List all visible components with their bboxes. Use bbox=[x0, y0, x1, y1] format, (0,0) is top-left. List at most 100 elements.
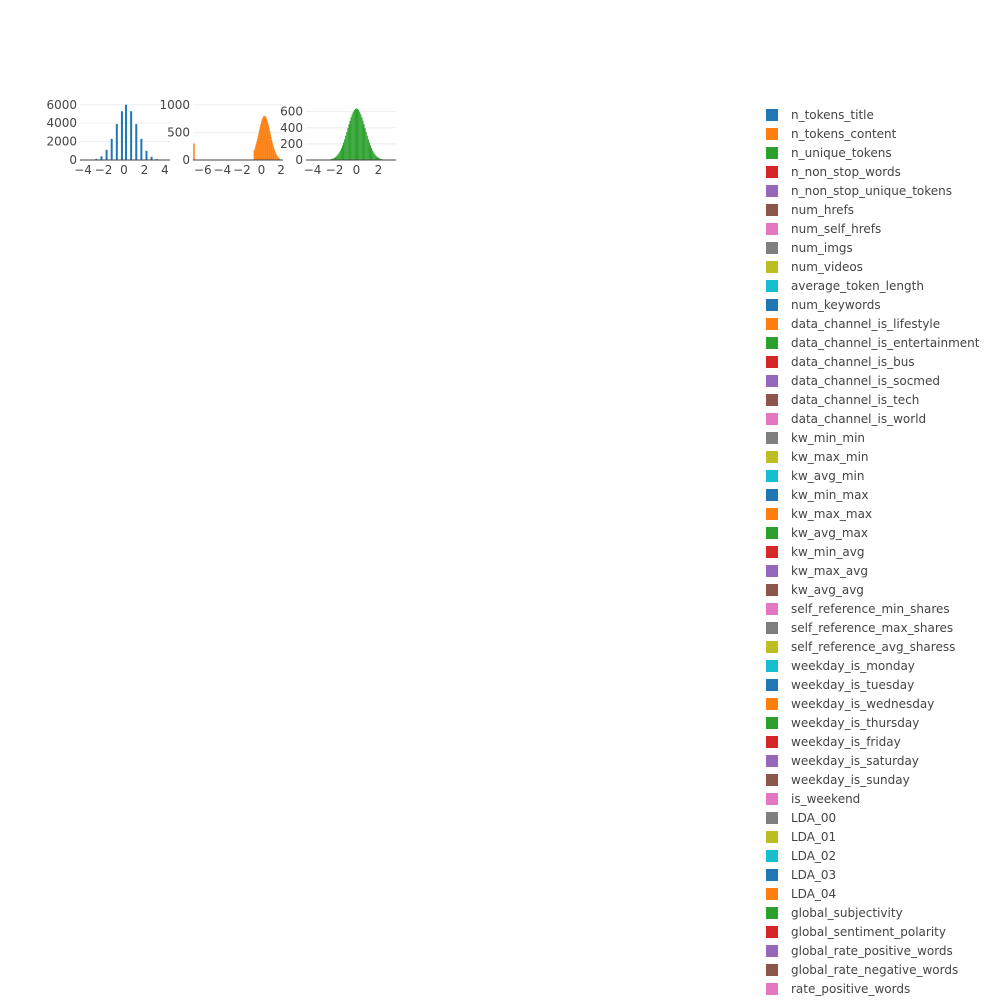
legend-item[interactable]: kw_min_avg bbox=[766, 545, 864, 559]
histogram-bar bbox=[340, 151, 341, 160]
x-tick-label: −4 bbox=[213, 163, 231, 177]
legend-label: weekday_is_saturday bbox=[791, 754, 919, 768]
histogram-bar bbox=[111, 139, 113, 160]
legend-label: kw_avg_min bbox=[791, 469, 864, 483]
histogram-bar bbox=[100, 156, 102, 160]
legend-label: weekday_is_tuesday bbox=[791, 678, 914, 692]
legend-item[interactable]: LDA_02 bbox=[766, 849, 836, 863]
legend-item[interactable]: data_channel_is_lifestyle bbox=[766, 317, 940, 331]
legend-label: n_non_stop_unique_tokens bbox=[791, 184, 952, 198]
legend-item[interactable]: weekday_is_sunday bbox=[766, 773, 910, 787]
legend-swatch bbox=[766, 983, 778, 995]
histogram-bar bbox=[145, 151, 147, 160]
legend-label: weekday_is_monday bbox=[791, 659, 915, 673]
legend-label: n_non_stop_words bbox=[791, 165, 901, 179]
legend-item[interactable]: global_subjectivity bbox=[766, 906, 903, 920]
legend-swatch bbox=[766, 451, 778, 463]
histogram-bar bbox=[360, 114, 361, 160]
legend-swatch bbox=[766, 584, 778, 596]
legend-item[interactable]: data_channel_is_world bbox=[766, 412, 926, 426]
legend-item[interactable]: weekday_is_friday bbox=[766, 735, 901, 749]
legend-label: num_self_hrefs bbox=[791, 222, 881, 236]
legend-item[interactable]: kw_max_min bbox=[766, 450, 869, 464]
legend-label: kw_max_max bbox=[791, 507, 872, 521]
legend-swatch bbox=[766, 337, 778, 349]
legend-label: self_reference_max_shares bbox=[791, 621, 953, 635]
legend-item[interactable]: n_tokens_title bbox=[766, 108, 874, 122]
legend-item[interactable]: num_imgs bbox=[766, 241, 853, 255]
legend-item[interactable]: data_channel_is_tech bbox=[766, 393, 919, 407]
legend-item[interactable]: weekday_is_wednesday bbox=[766, 697, 934, 711]
legend-item[interactable]: num_keywords bbox=[766, 298, 881, 312]
legend-item[interactable]: average_token_length bbox=[766, 279, 924, 293]
legend-item[interactable]: data_channel_is_entertainment bbox=[766, 336, 980, 350]
legend-item[interactable]: LDA_03 bbox=[766, 868, 836, 882]
legend-item[interactable]: self_reference_avg_sharess bbox=[766, 640, 955, 654]
legend-item[interactable]: n_non_stop_words bbox=[766, 165, 901, 179]
y-tick-label: 0 bbox=[69, 153, 77, 167]
legend-item[interactable]: kw_avg_avg bbox=[766, 583, 864, 597]
legend-item[interactable]: kw_min_max bbox=[766, 488, 869, 502]
histogram-bar bbox=[374, 154, 375, 160]
legend-swatch bbox=[766, 432, 778, 444]
legend-item[interactable]: weekday_is_thursday bbox=[766, 716, 919, 730]
legend-item[interactable]: global_rate_positive_words bbox=[766, 944, 953, 958]
legend-label: LDA_03 bbox=[791, 868, 836, 882]
legend-swatch bbox=[766, 204, 778, 216]
x-tick-label: 4 bbox=[161, 163, 169, 177]
legend-item[interactable]: self_reference_min_shares bbox=[766, 602, 950, 616]
legend-item[interactable]: kw_avg_max bbox=[766, 526, 868, 540]
legend-item[interactable]: rate_positive_words bbox=[766, 982, 910, 996]
histogram-bar bbox=[363, 124, 364, 160]
legend-item[interactable]: weekday_is_tuesday bbox=[766, 678, 914, 692]
x-tick-label: −2 bbox=[326, 163, 344, 177]
legend-label: LDA_02 bbox=[791, 849, 836, 863]
legend-item[interactable]: LDA_01 bbox=[766, 830, 836, 844]
legend-item[interactable]: weekday_is_monday bbox=[766, 659, 915, 673]
histogram-bar bbox=[353, 112, 354, 160]
y-tick-label: 6000 bbox=[46, 98, 77, 112]
legend-item[interactable]: LDA_00 bbox=[766, 811, 836, 825]
histogram-bar bbox=[359, 112, 360, 160]
histogram-bar bbox=[372, 151, 373, 160]
legend-swatch bbox=[766, 888, 778, 900]
legend: n_tokens_title n_tokens_content n_unique_t… bbox=[766, 108, 980, 996]
legend-label: n_tokens_content bbox=[791, 127, 897, 141]
legend-label: num_videos bbox=[791, 260, 863, 274]
histogram-bar bbox=[352, 114, 353, 160]
legend-item[interactable]: is_weekend bbox=[766, 792, 860, 806]
legend-item[interactable]: kw_max_max bbox=[766, 507, 872, 521]
legend-item[interactable]: num_hrefs bbox=[766, 203, 854, 217]
legend-item[interactable]: n_unique_tokens bbox=[766, 146, 892, 160]
legend-item[interactable]: num_videos bbox=[766, 260, 863, 274]
legend-label: kw_min_avg bbox=[791, 545, 864, 559]
legend-item[interactable]: kw_max_avg bbox=[766, 564, 868, 578]
legend-item[interactable]: num_self_hrefs bbox=[766, 222, 881, 236]
legend-label: weekday_is_sunday bbox=[791, 773, 910, 787]
histogram-bar bbox=[370, 146, 371, 160]
legend-item[interactable]: weekday_is_saturday bbox=[766, 754, 919, 768]
legend-swatch bbox=[766, 413, 778, 425]
legend-item[interactable]: n_non_stop_unique_tokens bbox=[766, 184, 952, 198]
legend-item[interactable]: global_sentiment_polarity bbox=[766, 925, 946, 939]
legend-item[interactable]: global_rate_negative_words bbox=[766, 963, 958, 977]
legend-item[interactable]: self_reference_max_shares bbox=[766, 621, 953, 635]
y-tick-label: 0 bbox=[295, 153, 303, 167]
legend-item[interactable]: data_channel_is_socmed bbox=[766, 374, 940, 388]
histogram-bar bbox=[355, 109, 356, 160]
histogram-bar bbox=[337, 156, 338, 160]
legend-label: data_channel_is_entertainment bbox=[791, 336, 980, 350]
legend-item[interactable]: kw_avg_min bbox=[766, 469, 864, 483]
legend-item[interactable]: data_channel_is_bus bbox=[766, 355, 915, 369]
legend-swatch bbox=[766, 280, 778, 292]
legend-label: self_reference_min_shares bbox=[791, 602, 950, 616]
histogram-bar bbox=[366, 132, 367, 160]
legend-swatch bbox=[766, 831, 778, 843]
legend-item[interactable]: n_tokens_content bbox=[766, 127, 897, 141]
legend-item[interactable]: kw_min_min bbox=[766, 431, 865, 445]
histogram-bar bbox=[106, 150, 108, 160]
legend-swatch bbox=[766, 641, 778, 653]
legend-label: global_subjectivity bbox=[791, 906, 903, 920]
legend-item[interactable]: LDA_04 bbox=[766, 887, 836, 901]
